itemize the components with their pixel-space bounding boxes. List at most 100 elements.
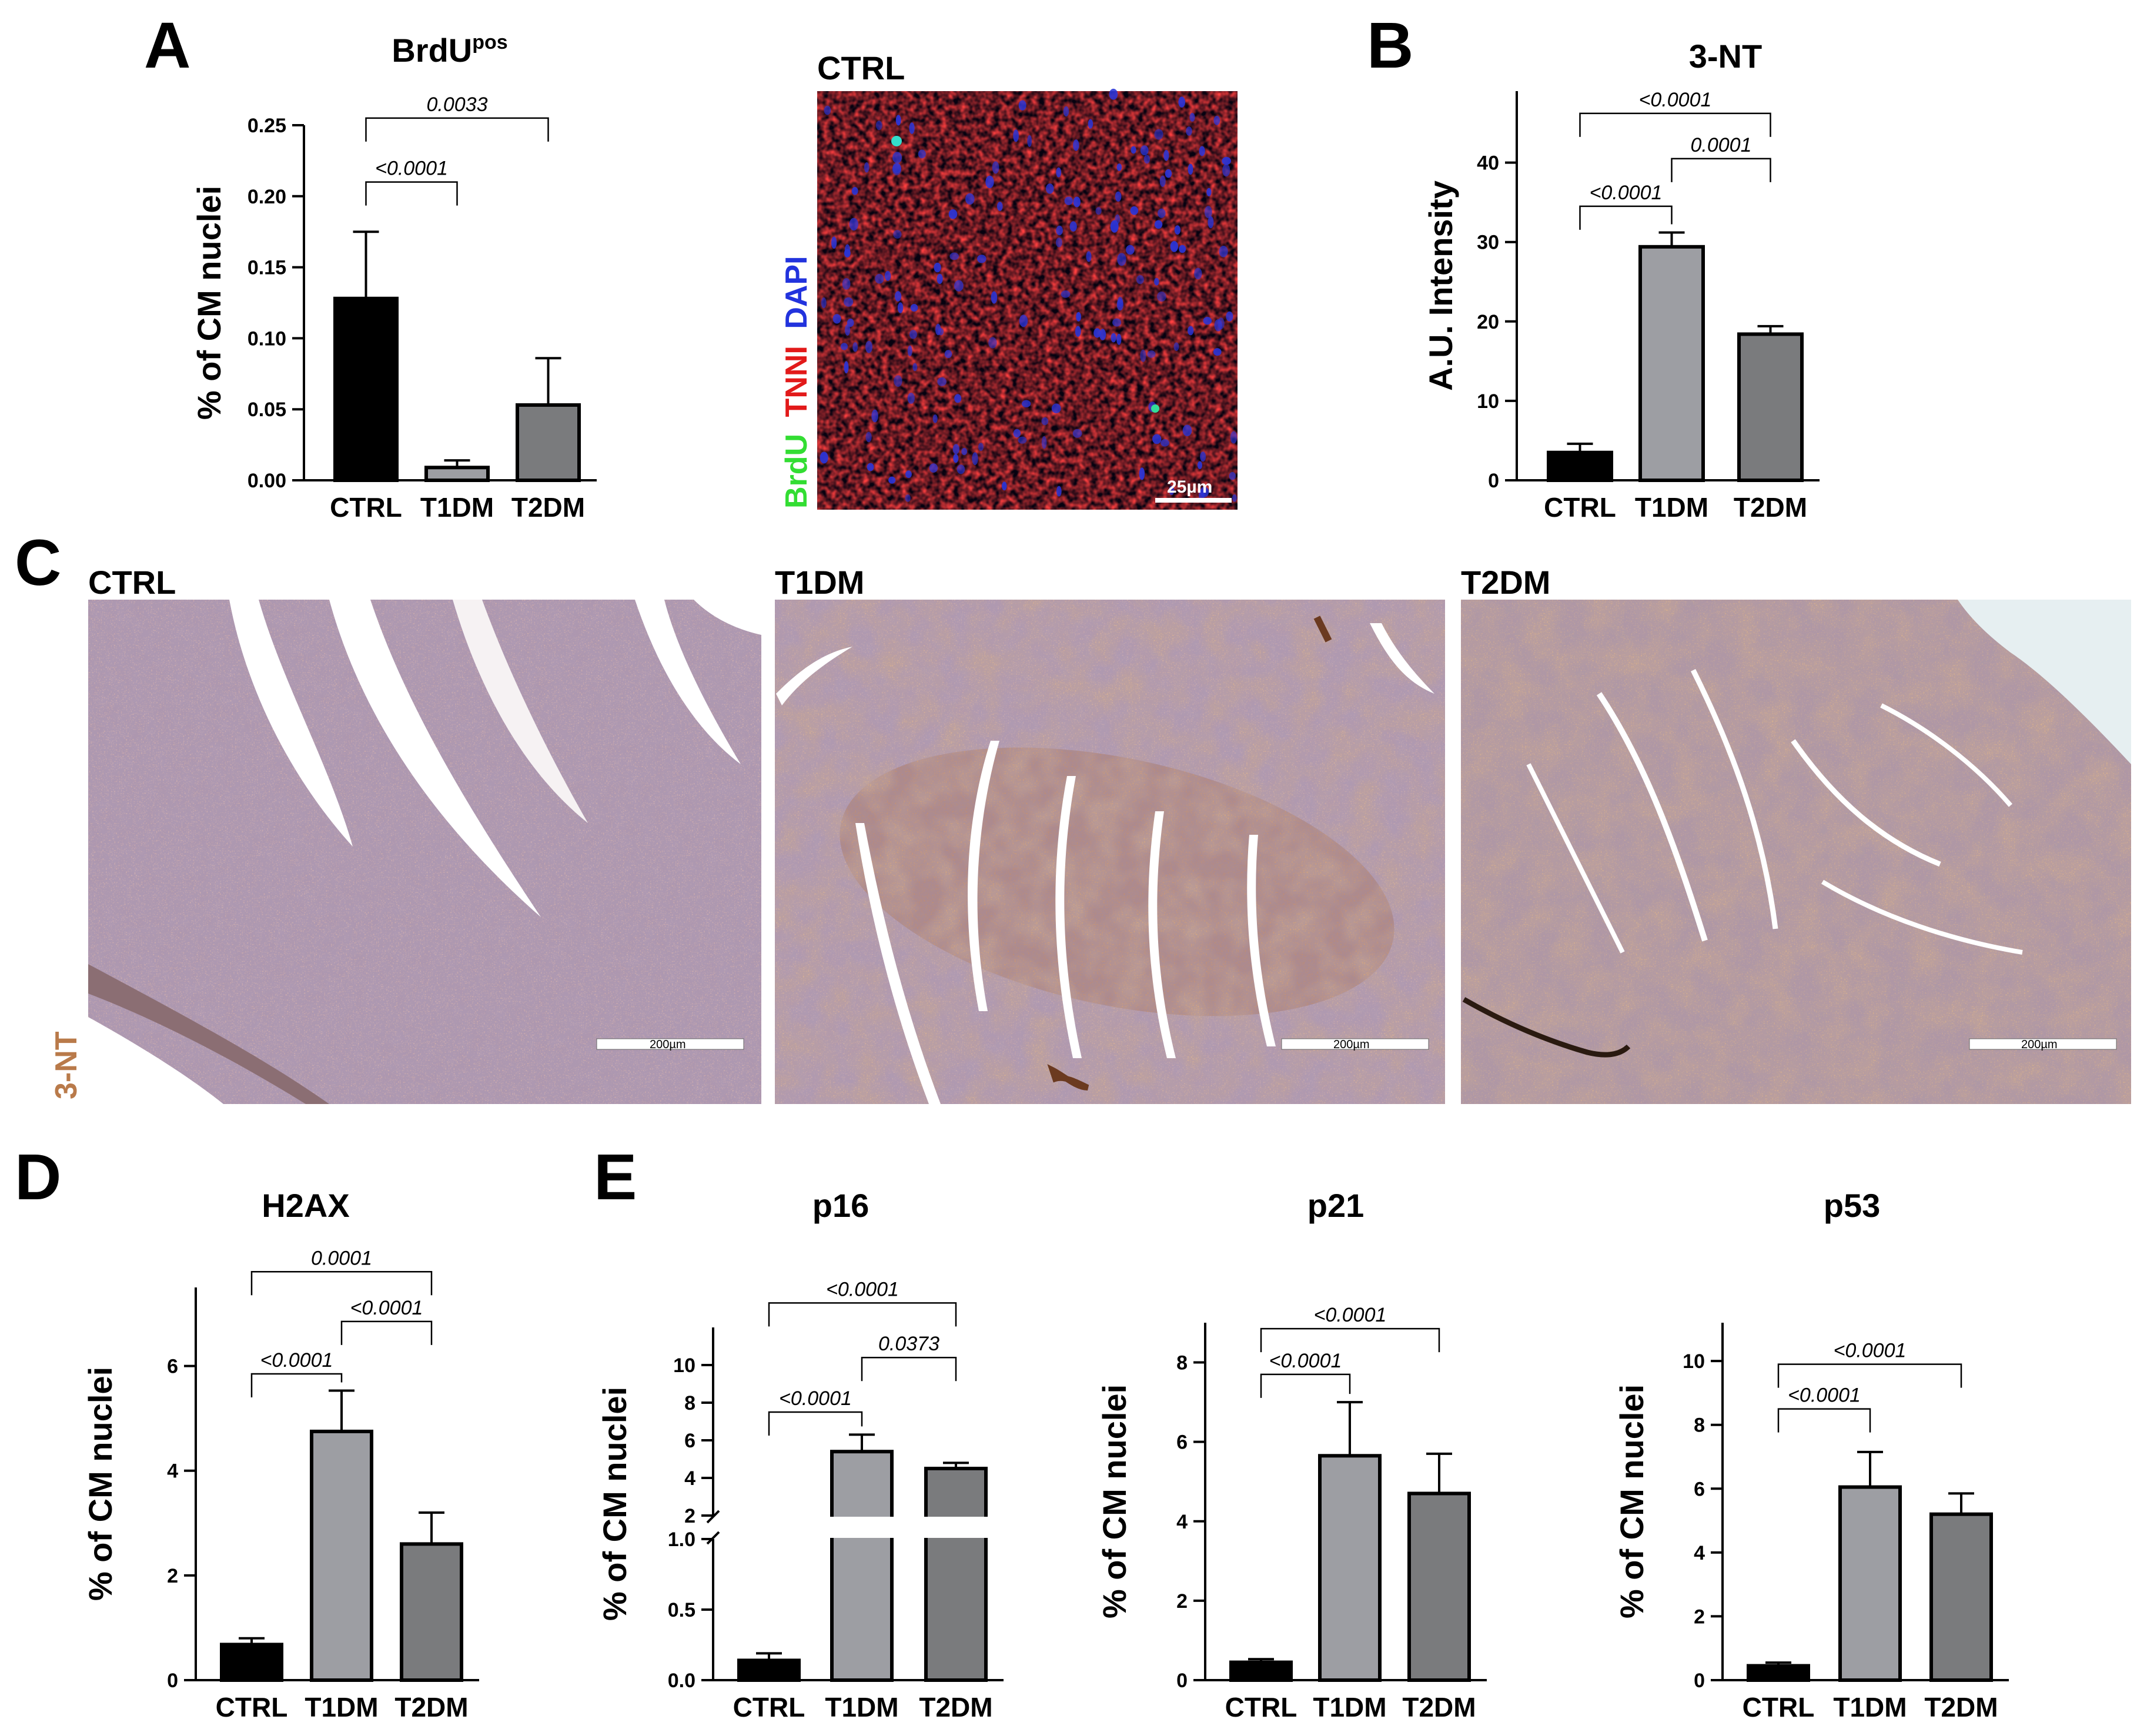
panel-a-image: CTRL 25µm BrdU TNNI DAPI	[780, 49, 1238, 510]
stain-label-brdu: BrdU	[780, 434, 814, 509]
chart-title: BrdUpos	[392, 31, 507, 69]
dapi-nucleus	[1109, 88, 1118, 100]
fluorescence-micrograph: 25µm	[817, 88, 1238, 510]
chart-title-text: 3-NT	[1689, 38, 1762, 75]
p-value-label: 0.0001	[1691, 134, 1752, 156]
y-tick-label: 0.20	[248, 186, 286, 208]
dapi-nucleus	[1213, 115, 1220, 125]
x-tick-label: T2DM	[919, 1692, 992, 1722]
y-tick-label: 4	[684, 1467, 695, 1490]
dapi-nucleus	[957, 464, 965, 474]
significance-bracket	[1579, 112, 1771, 137]
dapi-nucleus	[1174, 225, 1180, 235]
dapi-nucleus	[937, 273, 943, 284]
dapi-nucleus	[892, 162, 901, 174]
dapi-nucleus	[1159, 175, 1166, 187]
bar-t2dm	[516, 403, 581, 483]
y-axis-label: % of CM nuclei	[596, 1387, 633, 1621]
dapi-nucleus	[978, 443, 984, 451]
panel-letter-b: B	[1367, 9, 1413, 82]
dapi-nucleus	[1199, 146, 1205, 156]
dapi-nucleus	[1063, 106, 1069, 117]
dapi-nucleus	[1186, 126, 1192, 136]
y-axis-label: % of CM nuclei	[190, 186, 228, 420]
scale-bar	[1155, 498, 1232, 503]
p-value-label: 0.0001	[311, 1247, 372, 1269]
dapi-nucleus	[884, 270, 891, 281]
dapi-nucleus	[832, 314, 841, 324]
dapi-nucleus	[1064, 196, 1073, 205]
scale-bar	[596, 1038, 744, 1050]
dapi-nucleus	[909, 330, 917, 339]
dapi-nucleus	[875, 273, 884, 284]
dapi-nucleus	[1076, 312, 1081, 322]
dapi-nucleus	[1203, 317, 1212, 325]
dapi-nucleus	[1170, 240, 1179, 252]
dapi-nucleus	[1002, 481, 1007, 491]
stain-legend: BrdU TNNI DAPI	[780, 256, 814, 509]
chart-3nt: 3-NT A.U. Intensity 0 10 20 30 40 CTRL T1DM T2DM <…	[1422, 38, 1820, 523]
y-tick-label: 6	[684, 1430, 695, 1452]
dapi-nucleus	[892, 152, 902, 163]
dapi-nucleus	[1154, 220, 1163, 229]
dapi-nucleus	[948, 209, 958, 219]
y-tick-label: 4	[1694, 1542, 1705, 1564]
dapi-nucleus	[1156, 291, 1166, 302]
chart-title: p16	[812, 1187, 869, 1224]
dapi-nucleus	[1069, 221, 1077, 232]
dapi-nucleus	[842, 278, 851, 290]
dapi-nucleus	[953, 454, 959, 463]
dapi-nucleus	[1056, 238, 1062, 247]
x-tick-label: T2DM	[1734, 492, 1807, 523]
y-tick-label: 2	[684, 1505, 695, 1527]
dapi-nucleus	[1154, 277, 1159, 286]
chart-title-text: BrdU	[392, 32, 472, 69]
dapi-nucleus	[1116, 333, 1122, 345]
dapi-nucleus	[847, 318, 854, 327]
dapi-nucleus	[1200, 451, 1206, 462]
y-tick-label: 0.10	[248, 327, 286, 350]
bar-ctrl	[737, 1658, 801, 1682]
y-tick-label: 0.15	[248, 257, 286, 279]
dapi-nucleus	[1165, 169, 1172, 178]
dapi-nucleus	[1130, 206, 1139, 215]
chart-p53: p53 % of CM nuclei 0 2 4 6 8 10 CTRL T1DM T2DM <0.0…	[1613, 1187, 2009, 1722]
dapi-nucleus	[1093, 328, 1101, 338]
dapi-nucleus	[909, 122, 915, 134]
x-tick-label: T2DM	[511, 492, 585, 523]
dapi-nucleus	[1072, 429, 1082, 438]
dapi-nucleus	[1013, 429, 1021, 438]
bar-t1dm	[310, 1429, 373, 1683]
bar-t1dm	[1638, 245, 1705, 482]
y-tick-label: 2	[1176, 1590, 1188, 1613]
dapi-nucleus	[997, 202, 1003, 211]
dapi-nucleus	[865, 432, 872, 443]
x-tick-label: CTRL	[1743, 1692, 1815, 1722]
y-tick-label: 0.25	[248, 115, 286, 137]
bar-ctrl	[220, 1643, 283, 1682]
p-value-label: <0.0001	[260, 1349, 333, 1372]
dapi-nucleus	[1027, 135, 1032, 147]
bar-ctrl	[333, 296, 399, 482]
stain-label-dapi: DAPI	[780, 256, 814, 329]
dapi-nucleus	[988, 337, 997, 349]
panel-letter-e: E	[594, 1141, 637, 1213]
dapi-nucleus	[1158, 208, 1166, 218]
dapi-nucleus	[864, 162, 869, 173]
significance-bracket	[1671, 158, 1771, 182]
dapi-nucleus	[1018, 436, 1027, 444]
dapi-nucleus	[1178, 96, 1185, 108]
dapi-nucleus	[1073, 196, 1081, 208]
p-value-label: 0.0373	[878, 1333, 939, 1355]
chart-title: H2AX	[262, 1187, 349, 1224]
x-tick-label: T1DM	[305, 1692, 378, 1722]
dapi-nucleus	[1041, 436, 1047, 449]
dapi-nucleus	[1126, 245, 1135, 255]
y-tick-label: 0.05	[248, 399, 286, 421]
dapi-nucleus	[895, 115, 901, 126]
dapi-nucleus	[852, 342, 858, 352]
dapi-nucleus	[821, 297, 827, 309]
x-tick-label: T2DM	[394, 1692, 468, 1722]
x-tick-label: T1DM	[1833, 1692, 1907, 1722]
dapi-nucleus	[918, 149, 926, 159]
